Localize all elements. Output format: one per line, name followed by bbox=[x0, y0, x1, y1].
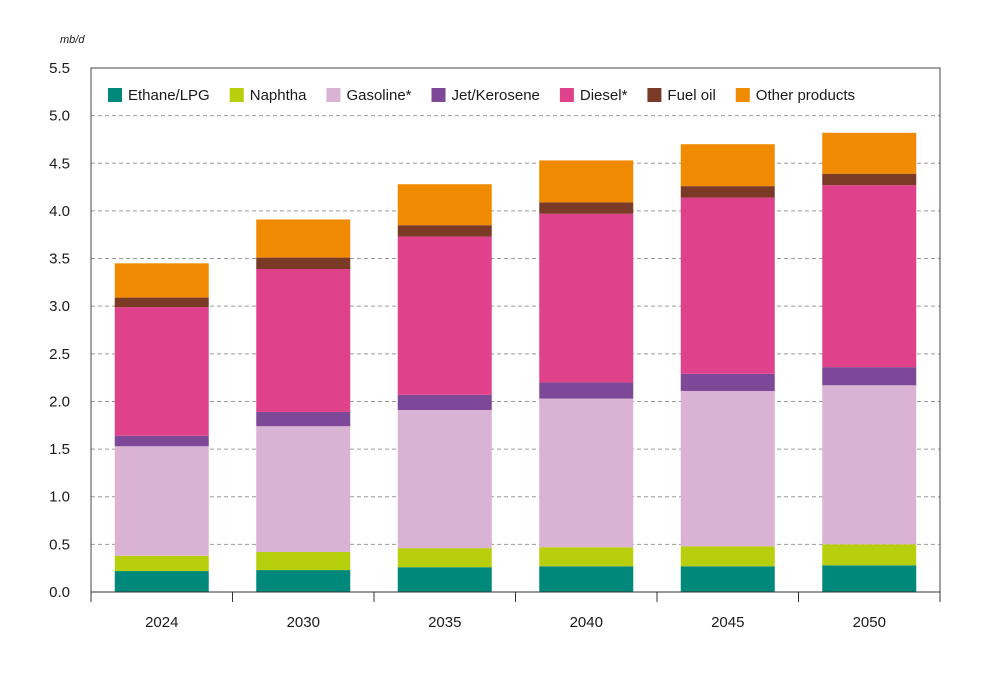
legend-label-fuel-oil: Fuel oil bbox=[667, 87, 715, 104]
legend-swatch-ethane-lpg bbox=[108, 88, 122, 102]
bar-segment-ethane-lpg-2040 bbox=[539, 566, 634, 592]
bar-segment-fuel-oil-2030 bbox=[256, 257, 351, 270]
bar-segment-gasoline-2030 bbox=[256, 426, 351, 552]
legend-label-ethane-lpg: Ethane/LPG bbox=[128, 87, 210, 104]
bar-segment-diesel-2040 bbox=[539, 213, 634, 383]
bar-segment-diesel-2035 bbox=[397, 236, 492, 395]
bar-segment-naphtha-2035 bbox=[397, 548, 492, 568]
y-tick-label: 4.5 bbox=[49, 155, 70, 172]
bar-segment-other-products-2045 bbox=[680, 144, 775, 187]
legend-swatch-naphtha bbox=[229, 88, 244, 102]
y-tick-label: 3.5 bbox=[49, 251, 70, 268]
bar-segment-ethane-lpg-2030 bbox=[256, 570, 351, 592]
x-tick-label: 2024 bbox=[145, 614, 178, 631]
y-tick-label: 5.5 bbox=[49, 60, 70, 77]
legend-swatch-jet-kerosene bbox=[431, 88, 446, 102]
bar-segment-naphtha-2030 bbox=[256, 551, 351, 571]
bar-segment-jet-kerosene-2050 bbox=[822, 367, 917, 386]
bar-segment-gasoline-2040 bbox=[539, 398, 634, 548]
bar-segment-naphtha-2024 bbox=[114, 555, 209, 572]
y-tick-label: 4.0 bbox=[49, 203, 70, 220]
bar-segment-naphtha-2050 bbox=[822, 544, 917, 566]
legend-swatch-fuel-oil bbox=[647, 88, 662, 102]
bar-segment-ethane-lpg-2024 bbox=[114, 571, 209, 592]
legend-label-other-products: Other products bbox=[756, 87, 855, 104]
x-tick-label: 2045 bbox=[711, 614, 744, 631]
y-unit-label: mb/d bbox=[60, 34, 85, 46]
gridlines bbox=[91, 115, 940, 545]
y-tick-label: 1.5 bbox=[49, 441, 70, 458]
bar-segment-fuel-oil-2035 bbox=[397, 225, 492, 237]
bar-segment-gasoline-2035 bbox=[397, 410, 492, 549]
legend-swatch-other-products bbox=[735, 88, 750, 102]
bar-segment-fuel-oil-2050 bbox=[822, 173, 917, 186]
y-tick-label: 3.0 bbox=[49, 298, 70, 315]
bar-segment-fuel-oil-2040 bbox=[539, 202, 634, 214]
y-tick-label: 2.0 bbox=[49, 393, 70, 410]
y-tick-label: 2.5 bbox=[49, 346, 70, 363]
legend-label-jet-kerosene: Jet/Kerosene bbox=[452, 87, 540, 104]
bar-segment-gasoline-2050 bbox=[822, 385, 917, 545]
plot-frame bbox=[90, 67, 941, 593]
bar-segment-jet-kerosene-2045 bbox=[680, 373, 775, 391]
y-tick-label: 0.0 bbox=[49, 584, 70, 601]
bars bbox=[114, 132, 917, 592]
legend-label-gasoline: Gasoline* bbox=[346, 87, 411, 104]
bar-segment-naphtha-2045 bbox=[680, 546, 775, 567]
bar-segment-jet-kerosene-2040 bbox=[539, 382, 634, 399]
y-tick-label: 0.5 bbox=[49, 536, 70, 553]
bar-segment-diesel-2030 bbox=[256, 269, 351, 412]
axes: 0.0 0.5 1.0 1.5 2.0 2.5 3.0 3.5 4.0 4.5 5.0 5.5 2024… bbox=[49, 60, 941, 631]
bar-segment-diesel-2024 bbox=[114, 307, 209, 436]
x-tick-label: 2050 bbox=[853, 614, 886, 631]
bar-segment-ethane-lpg-2045 bbox=[680, 566, 775, 592]
bar-segment-jet-kerosene-2024 bbox=[114, 435, 209, 447]
bar-segment-ethane-lpg-2050 bbox=[822, 565, 917, 592]
bar-segment-fuel-oil-2045 bbox=[680, 186, 775, 198]
x-tick-label: 2040 bbox=[570, 614, 603, 631]
x-tick-label: 2035 bbox=[428, 614, 461, 631]
bar-segment-fuel-oil-2024 bbox=[114, 297, 209, 308]
x-tick-label: 2030 bbox=[287, 614, 320, 631]
bar-segment-other-products-2040 bbox=[539, 160, 634, 203]
bar-segment-jet-kerosene-2030 bbox=[256, 411, 351, 427]
bar-segment-other-products-2024 bbox=[114, 263, 209, 298]
bar-segment-gasoline-2024 bbox=[114, 446, 209, 556]
legend-swatch-diesel bbox=[559, 88, 574, 102]
legend-swatch-gasoline bbox=[326, 88, 341, 102]
y-tick-label: 5.0 bbox=[49, 108, 70, 125]
legend-label-naphtha: Naphtha bbox=[250, 87, 307, 104]
bar-segment-ethane-lpg-2035 bbox=[397, 567, 492, 592]
y-tick-label: 1.0 bbox=[49, 489, 70, 506]
bar-segment-naphtha-2040 bbox=[539, 547, 634, 567]
bar-segment-other-products-2050 bbox=[822, 132, 917, 174]
bar-segment-diesel-2045 bbox=[680, 197, 775, 374]
legend: Ethane/LPG Naphtha Gasoline* Jet/Kerosene Di… bbox=[108, 87, 855, 104]
bar-segment-other-products-2030 bbox=[256, 219, 351, 258]
bar-segment-jet-kerosene-2035 bbox=[397, 394, 492, 411]
bar-segment-diesel-2050 bbox=[822, 185, 917, 368]
legend-label-diesel: Diesel* bbox=[580, 87, 628, 104]
bar-segment-gasoline-2045 bbox=[680, 390, 775, 547]
bar-segment-other-products-2035 bbox=[397, 184, 492, 226]
